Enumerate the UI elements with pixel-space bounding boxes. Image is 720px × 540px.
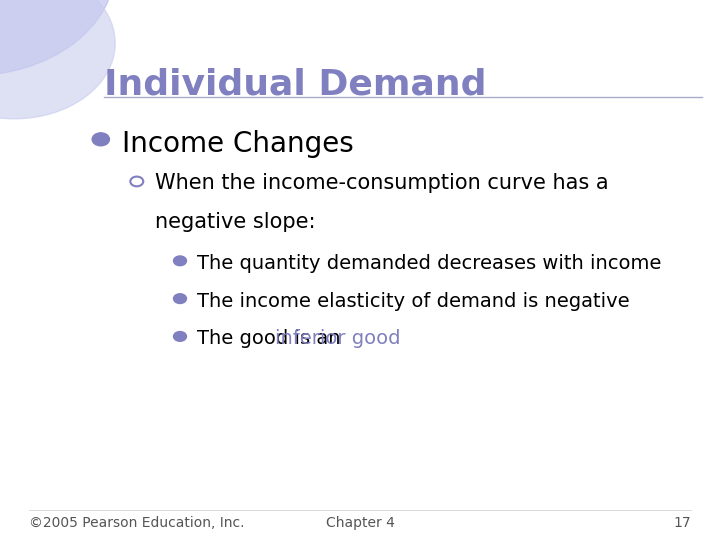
Text: The good is an: The good is an — [197, 329, 346, 348]
Text: negative slope:: negative slope: — [155, 212, 315, 232]
Circle shape — [174, 256, 186, 266]
Text: Individual Demand: Individual Demand — [104, 68, 487, 102]
Circle shape — [174, 294, 186, 303]
Text: inferior good: inferior good — [275, 329, 401, 348]
Circle shape — [0, 0, 115, 119]
Text: Income Changes: Income Changes — [122, 130, 354, 158]
Text: The quantity demanded decreases with income: The quantity demanded decreases with inc… — [197, 254, 661, 273]
Text: When the income-consumption curve has a: When the income-consumption curve has a — [155, 173, 608, 193]
Text: 17: 17 — [674, 516, 691, 530]
Text: Chapter 4: Chapter 4 — [325, 516, 395, 530]
Circle shape — [174, 332, 186, 341]
Text: ©2005 Pearson Education, Inc.: ©2005 Pearson Education, Inc. — [29, 516, 244, 530]
Circle shape — [0, 0, 115, 76]
Text: The income elasticity of demand is negative: The income elasticity of demand is negat… — [197, 292, 629, 310]
Circle shape — [92, 133, 109, 146]
